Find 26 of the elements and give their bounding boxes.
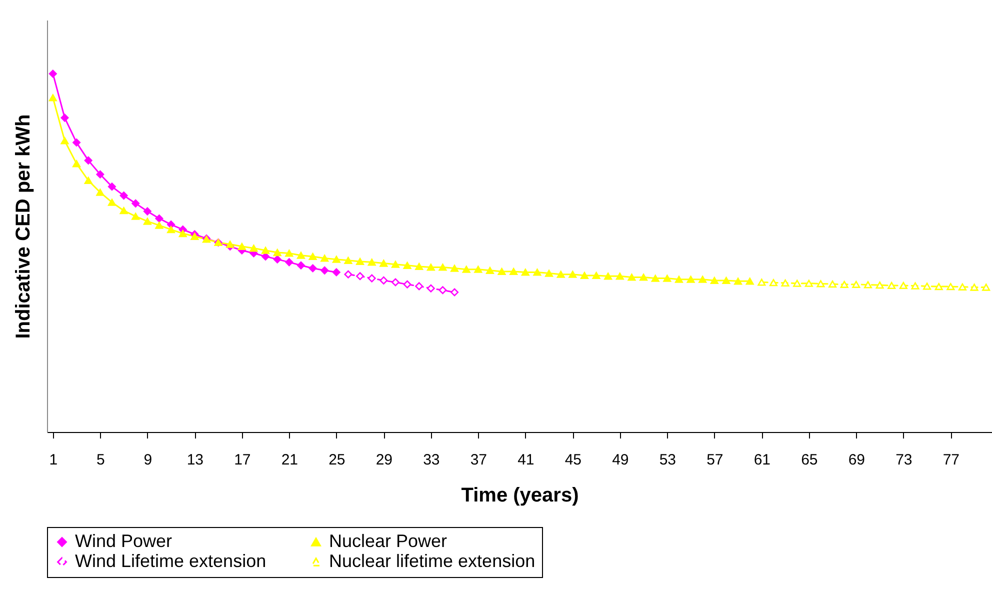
x-tick-label: 29 [376,452,392,468]
x-tick-label: 1 [49,452,58,468]
y-axis-title: Indicative CED per kWh [12,114,34,339]
x-tick-label: 65 [801,452,818,468]
x-tick-label: 33 [423,452,440,468]
x-tick-label: 5 [96,452,105,468]
x-tick-label: 37 [470,452,487,468]
x-axis-title: Time (years) [461,484,579,506]
x-tick-label: 73 [896,452,912,468]
legend-label: Wind Power [75,531,172,551]
x-tick-label: 25 [328,452,346,468]
x-tick-label: 9 [144,452,152,468]
x-tick-label: 45 [564,452,582,468]
legend-label: Nuclear lifetime extension [329,551,536,571]
x-tick-label: 13 [186,452,204,468]
x-tick-label: 21 [281,452,298,468]
x-tick-label: 53 [659,452,676,468]
legend-label: Nuclear Power [329,531,448,551]
x-tick-label: 77 [942,452,960,468]
x-tick-label: 17 [234,452,251,468]
x-tick-label: 69 [848,452,865,468]
x-tick-label: 57 [706,452,724,468]
x-tick-label: 49 [612,452,629,468]
legend-label: Wind Lifetime extension [75,551,266,571]
x-tick-label: 61 [754,452,770,468]
x-tick-label: 41 [518,452,534,468]
